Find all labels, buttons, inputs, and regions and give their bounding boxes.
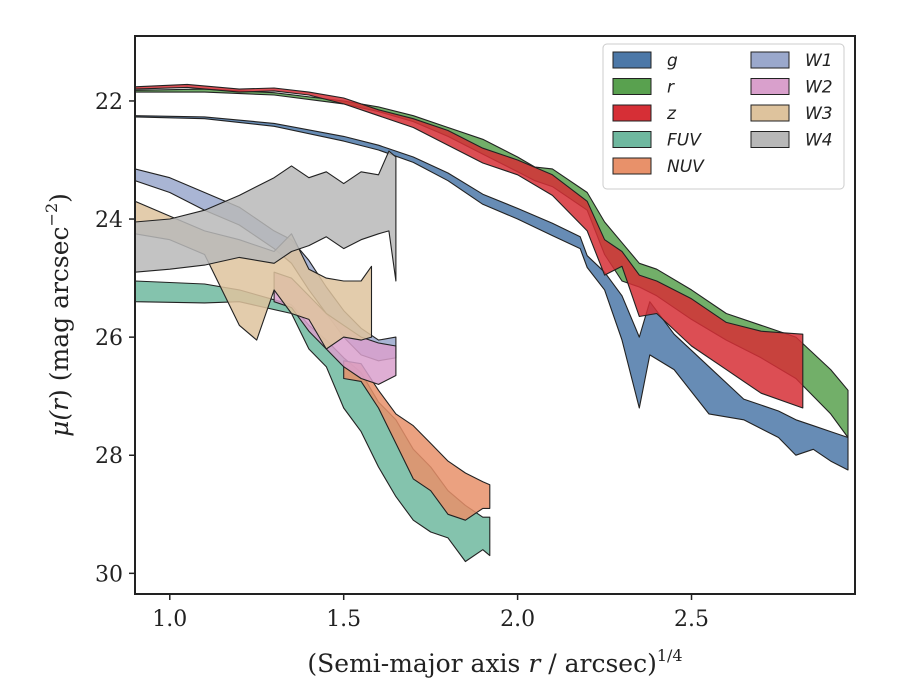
band-nuv: [343, 360, 491, 521]
band-g: [135, 115, 849, 471]
legend-label-nuv: NUV: [667, 157, 705, 177]
x-tick-label: 2.5: [674, 607, 709, 632]
legend-label-r: r: [667, 78, 675, 98]
band-w4: [135, 150, 397, 282]
legend-swatch-w4: [750, 131, 790, 148]
legend: grz FUV NUV W1 W2 W3 W4: [602, 43, 845, 190]
y-axis-ticks: 22 24 26 28 30: [95, 90, 135, 587]
y-tick-label: 26: [95, 326, 123, 351]
legend-swatch-w1: [750, 51, 790, 69]
y-tick-label: 30: [95, 562, 123, 587]
series-areas: [135, 83, 849, 563]
legend-swatch-fuv: [612, 131, 652, 148]
x-tick-label: 2.0: [500, 607, 535, 632]
plot-frame: [134, 35, 856, 595]
legend-swatch-g: [612, 51, 652, 69]
y-tick-label: 22: [95, 90, 123, 115]
legend-label-z: z: [666, 104, 677, 124]
y-tick-label: 24: [95, 208, 123, 233]
x-axis-label: (Semi-major axis r / arcsec)1/4: [307, 646, 682, 678]
y-axis-label: μ(r) (mag arcsec−2): [42, 193, 74, 437]
legend-swatch-z: [612, 104, 652, 122]
legend-label-g: g: [667, 51, 678, 71]
x-tick-label: 1.0: [152, 607, 187, 632]
x-axis-ticks: 1.0 1.5 2.0 2.5: [152, 594, 709, 632]
y-tick-label: 28: [95, 444, 123, 469]
legend-swatch-w3: [750, 104, 790, 122]
legend-swatch-nuv: [612, 157, 652, 175]
legend-label-w1: W1: [805, 51, 833, 71]
band-z: [135, 83, 804, 409]
legend-label-w2: W2: [805, 78, 833, 98]
legend-swatch-w2: [750, 78, 790, 95]
legend-label-w3: W3: [805, 104, 833, 124]
x-tick-label: 1.5: [326, 607, 361, 632]
legend-swatch-r: [612, 78, 652, 95]
legend-label-w4: W4: [805, 131, 833, 151]
legend-label-fuv: FUV: [667, 131, 702, 151]
